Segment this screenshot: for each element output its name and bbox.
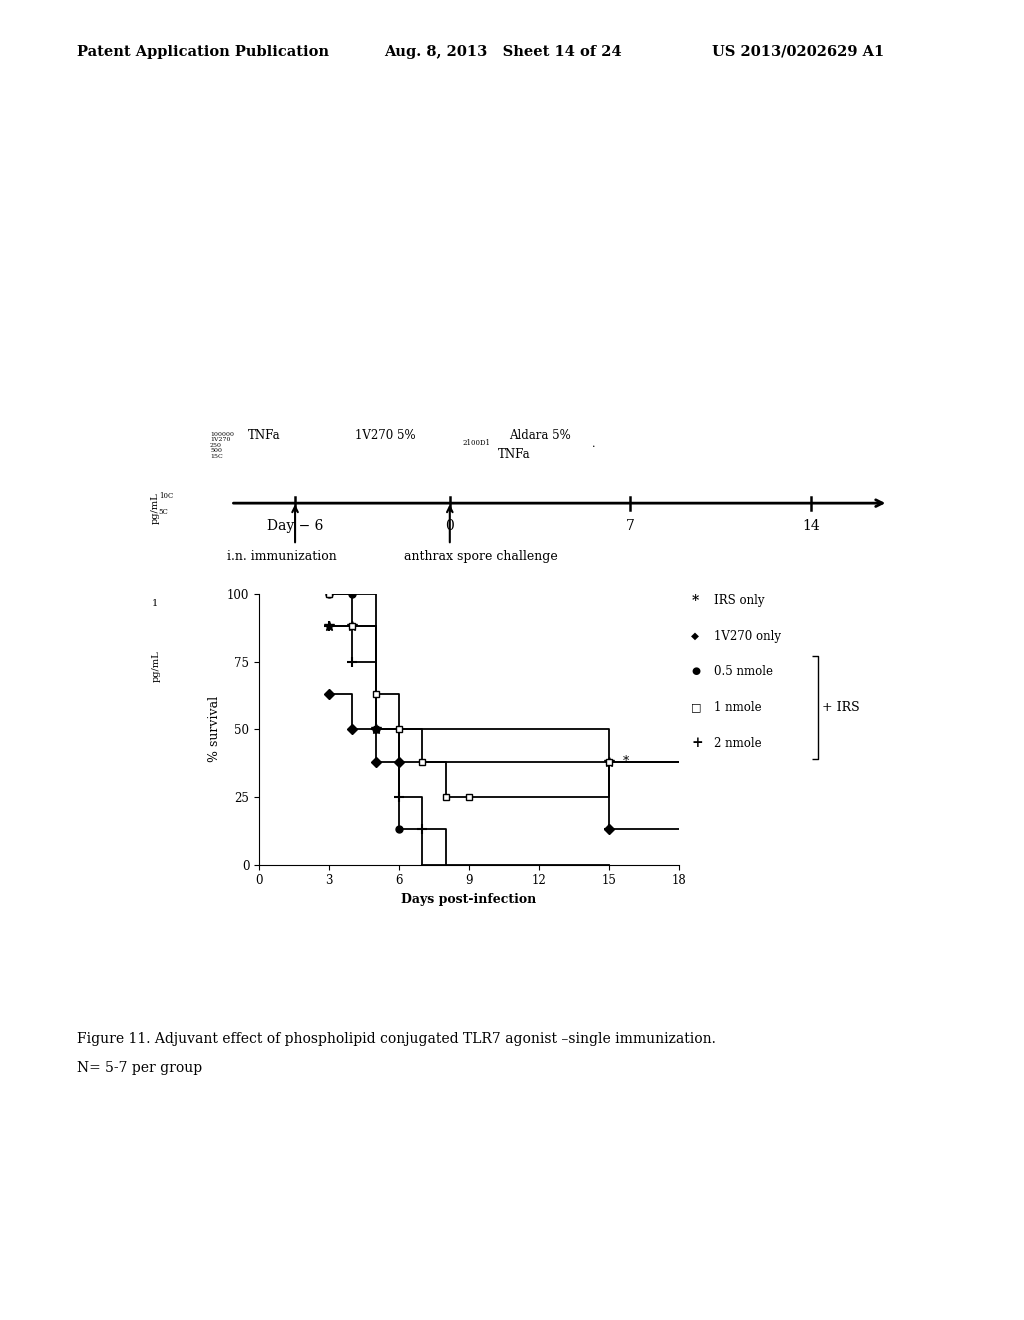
Text: Day − 6: Day − 6 [267, 519, 324, 533]
Text: + IRS: + IRS [822, 701, 860, 714]
Text: Aldara 5%: Aldara 5% [509, 429, 571, 442]
Text: *: * [691, 594, 698, 607]
X-axis label: Days post-infection: Days post-infection [401, 892, 537, 906]
Text: Figure 11. Adjuvant effect of phospholipid conjugated TLR7 agonist –single immun: Figure 11. Adjuvant effect of phospholip… [77, 1032, 716, 1047]
Text: 7: 7 [626, 519, 635, 533]
Text: Patent Application Publication: Patent Application Publication [77, 45, 329, 59]
Text: 1V270 5%: 1V270 5% [355, 429, 416, 442]
Text: *: * [623, 755, 629, 768]
Text: N= 5-7 per group: N= 5-7 per group [77, 1061, 202, 1076]
Text: +: + [691, 737, 702, 750]
Text: anthrax spore challenge: anthrax spore challenge [403, 550, 558, 562]
Text: .: . [592, 438, 595, 449]
Text: 0.5 nmole: 0.5 nmole [714, 665, 773, 678]
Text: i.n. immunization: i.n. immunization [227, 550, 337, 562]
Text: 100000
1V270
250
500
15C: 100000 1V270 250 500 15C [210, 432, 233, 458]
Text: 0: 0 [445, 519, 455, 533]
Text: US 2013/0202629 A1: US 2013/0202629 A1 [712, 45, 884, 59]
Text: pg/mL: pg/mL [151, 492, 160, 524]
Text: TNFa: TNFa [248, 429, 281, 442]
Text: ●: ● [691, 668, 700, 676]
Text: TNFa: TNFa [498, 449, 530, 461]
Text: 10C: 10C [159, 492, 173, 500]
Text: 14: 14 [802, 519, 820, 533]
Text: □: □ [691, 702, 701, 713]
Y-axis label: % survival: % survival [209, 696, 221, 763]
Text: ◆: ◆ [691, 632, 699, 640]
Text: 2 nmole: 2 nmole [714, 737, 762, 750]
Text: 2100D1: 2100D1 [463, 438, 490, 446]
Text: 1V270 only: 1V270 only [714, 630, 780, 643]
Text: Aug. 8, 2013   Sheet 14 of 24: Aug. 8, 2013 Sheet 14 of 24 [384, 45, 622, 59]
Text: pg/mL: pg/mL [152, 651, 161, 682]
Text: 5C: 5C [159, 508, 169, 516]
Text: 1 nmole: 1 nmole [714, 701, 762, 714]
Text: IRS only: IRS only [714, 594, 764, 607]
Text: 1: 1 [152, 599, 158, 607]
